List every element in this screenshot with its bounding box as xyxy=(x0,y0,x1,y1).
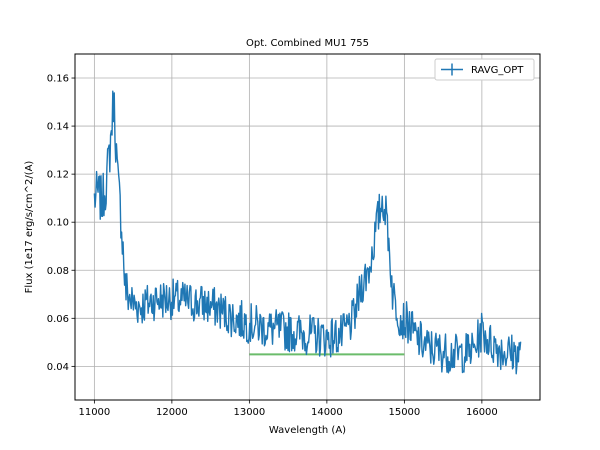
series-group xyxy=(93,90,522,375)
series-line-ravg-opt xyxy=(93,90,522,375)
y-tick-label: 0.06 xyxy=(47,314,69,325)
y-tick-label: 0.14 xyxy=(47,122,69,133)
plot-frame xyxy=(74,53,541,401)
x-tick-label: 13000 xyxy=(233,407,265,418)
legend-entry-ravg-opt: RAVG_OPT xyxy=(471,65,524,76)
x-tick-label: 14000 xyxy=(311,407,343,418)
y-axis-ticks: 0.04 0.06 0.08 0.10 0.12 0.14 0.16 xyxy=(47,74,75,373)
grid xyxy=(75,54,540,400)
x-axis-label: Wavelength (A) xyxy=(269,425,346,436)
legend-box xyxy=(434,58,535,81)
x-tick-label: 12000 xyxy=(156,407,188,418)
y-tick-label: 0.08 xyxy=(47,266,69,277)
y-tick-label: 0.16 xyxy=(47,74,69,85)
y-tick-label: 0.10 xyxy=(47,218,69,229)
x-tick-label: 11000 xyxy=(78,407,110,418)
y-tick-label: 0.04 xyxy=(47,362,69,373)
y-axis-label: Flux (1e17 erg/s/cm^2/(A) xyxy=(24,161,35,294)
x-axis-ticks: 11000 12000 13000 14000 15000 16000 xyxy=(78,400,498,418)
x-tick-label: 16000 xyxy=(466,407,498,418)
chart-title: Opt. Combined MU1 755 xyxy=(246,38,369,49)
legend: RAVG_OPT xyxy=(434,58,535,81)
y-tick-label: 0.12 xyxy=(47,170,69,181)
x-tick-label: 15000 xyxy=(388,407,420,418)
